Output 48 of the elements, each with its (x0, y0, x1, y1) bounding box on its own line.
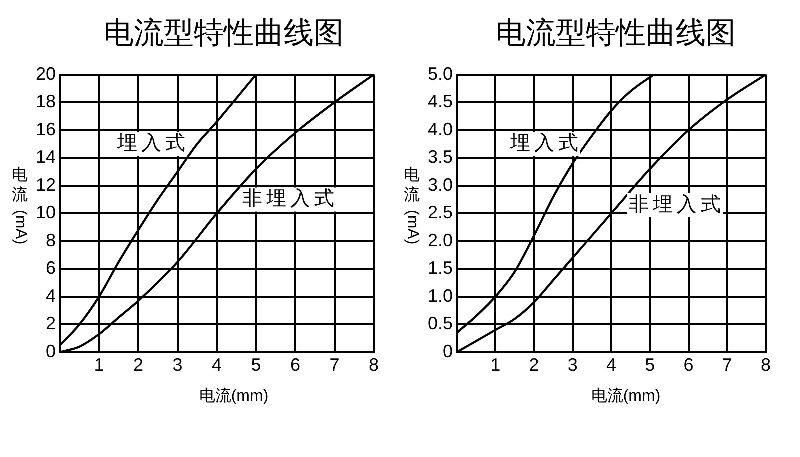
y-tick-label: 0.5 (428, 314, 454, 334)
y-tick-label: 4.0 (428, 119, 454, 140)
x-axis-title: 电流(mm) (198, 386, 270, 407)
y-tick-label: 12 (36, 174, 56, 195)
y-tick-label: 20 (36, 64, 56, 84)
y-tick-label: 14 (36, 147, 56, 168)
y-tick-label: 4.5 (428, 92, 454, 112)
y-tick-label: 6 (46, 258, 56, 278)
y-tick-label: 18 (36, 92, 56, 112)
x-tick-label: 4 (212, 355, 222, 376)
x-tick-label: 3 (172, 355, 183, 376)
x-tick-label: 5 (645, 355, 656, 376)
y-tick-label: 0 (46, 341, 56, 362)
y-tick-label: 1.0 (428, 286, 454, 306)
x-axis-title: 电流(mm) (590, 386, 662, 407)
x-tick-label: 4 (606, 355, 617, 376)
x-tick-label: 6 (290, 355, 301, 376)
y-tick-label: 1.5 (428, 258, 454, 278)
annotation: 非埋入式 (629, 194, 722, 216)
x-tick-label: 2 (134, 355, 144, 376)
x-tick-label: 2 (529, 355, 540, 376)
y-tick-label: 3.0 (428, 174, 454, 195)
y-tick-label: 4 (46, 286, 56, 306)
x-tick-label: 5 (251, 355, 262, 376)
y-axis-title: 电流 (mA) (11, 166, 30, 244)
x-tick-label: 3 (568, 355, 578, 376)
y-tick-label: 3.5 (428, 147, 454, 168)
x-tick-label: 1 (94, 355, 104, 376)
y-tick-label: 16 (36, 119, 56, 140)
chart-title: 电流型特性曲线图 (495, 16, 737, 52)
x-tick-label: 7 (722, 355, 732, 376)
annotation: 埋入式 (509, 132, 578, 155)
x-tick-label: 6 (684, 355, 694, 376)
x-tick-label: 1 (490, 355, 501, 376)
annotation: 非埋入式 (242, 188, 335, 210)
chart-title: 电流型特性曲线图 (103, 16, 345, 52)
y-tick-label: 10 (36, 202, 56, 223)
y-tick-label: 0 (443, 341, 454, 362)
y-tick-label: 5.0 (428, 64, 454, 84)
y-axis-title: 电流 (mA) (403, 166, 422, 244)
annotation: 埋入式 (116, 132, 186, 155)
y-tick-label: 2.0 (428, 230, 454, 250)
x-tick-label: 8 (760, 355, 772, 376)
x-tick-label: 7 (330, 355, 340, 376)
x-tick-label: 8 (368, 355, 380, 376)
y-tick-label: 2 (46, 314, 56, 334)
y-tick-label: 2.5 (428, 202, 454, 223)
y-tick-label: 8 (46, 230, 56, 250)
